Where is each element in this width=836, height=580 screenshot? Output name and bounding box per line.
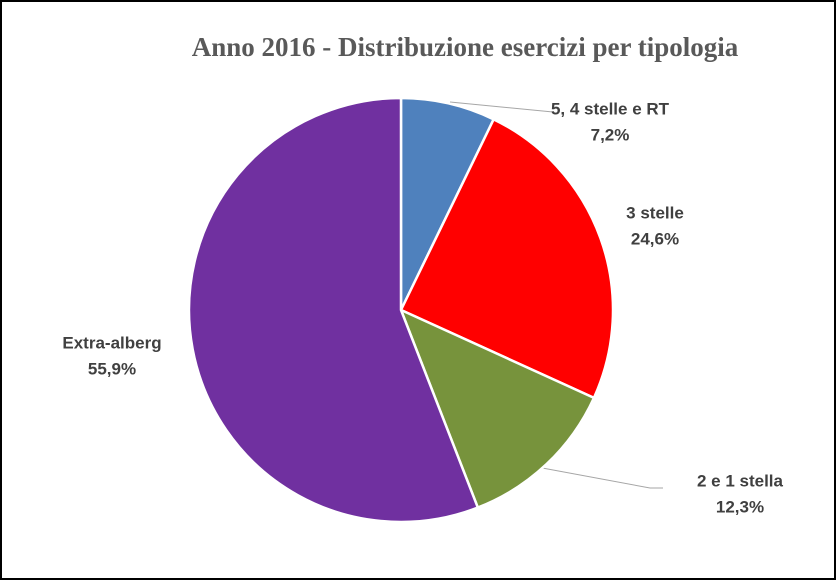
pie-slice: [399, 117, 615, 400]
slice-label: Extra-alberg: [62, 333, 161, 352]
slice-label: 2 e 1 stella: [697, 471, 784, 490]
pie-slice: [187, 96, 480, 524]
slice-label: 5, 4 stelle e RT: [551, 99, 670, 118]
pie-slice: [398, 307, 596, 510]
slice-value-label: 24,6%: [631, 229, 679, 248]
slice-label: 3 stelle: [626, 203, 684, 222]
slice-value-label: 55,9%: [88, 359, 136, 378]
slice-value-label: 12,3%: [716, 497, 764, 516]
leader-line: [509, 461, 663, 489]
slice-value-label: 7,2%: [591, 125, 630, 144]
leader-line: [449, 101, 554, 113]
chart-title: Anno 2016 - Distribuzione esercizi per t…: [192, 32, 739, 62]
